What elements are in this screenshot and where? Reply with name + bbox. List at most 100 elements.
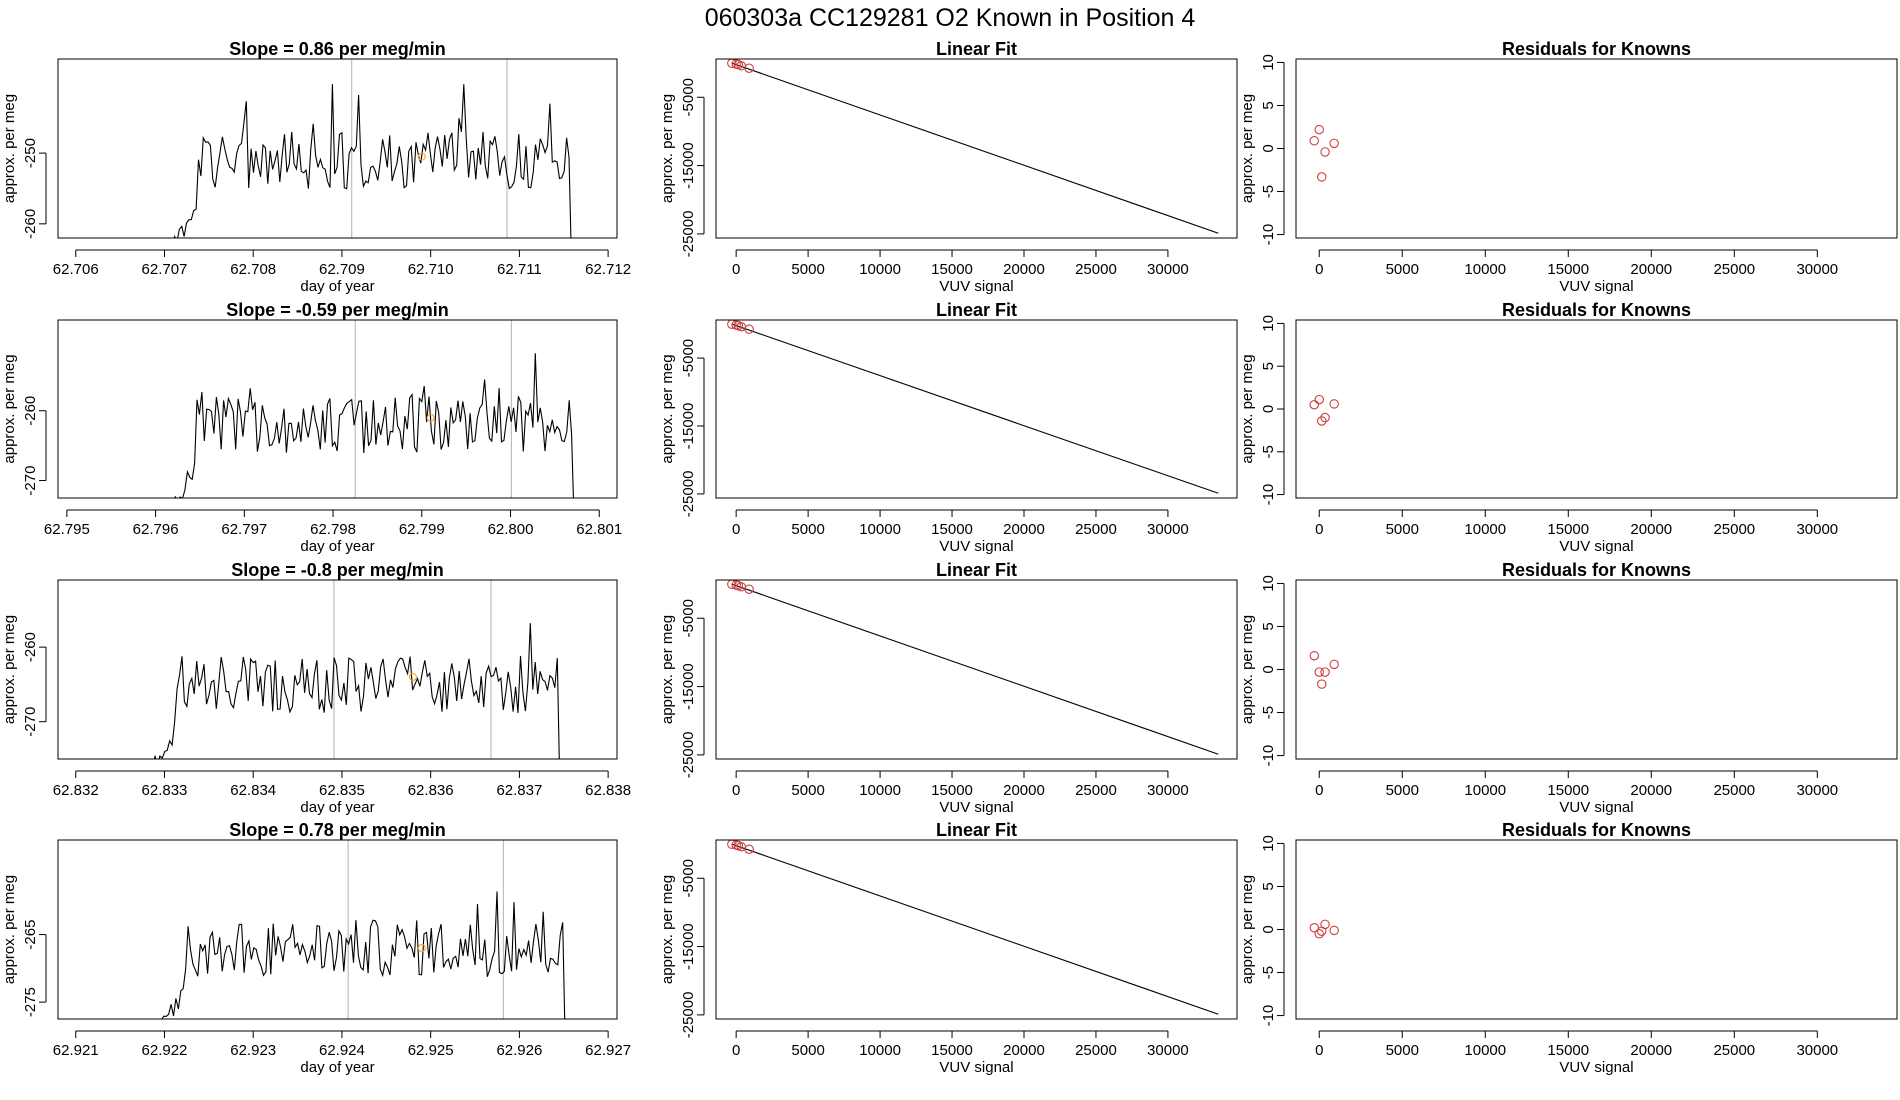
x-tick-label: 62.801 [576, 521, 622, 538]
y-tick-label: -270 [22, 707, 39, 737]
x-tick-label: 62.799 [399, 521, 445, 538]
x-tick-label: 62.795 [44, 521, 90, 538]
plot-data [173, 59, 572, 238]
data-point [1320, 412, 1330, 423]
x-tick-label: 62.800 [488, 521, 534, 538]
x-axis-label: VUV signal [939, 1059, 1013, 1076]
plot-frame [1295, 579, 1898, 760]
x-tick-label: 25000 [1713, 521, 1755, 538]
y-tick-label: -260 [22, 209, 39, 239]
panel-time-series-4: Slope = 0.78 per meg/min 62.921 62.922 62.9… [1, 820, 631, 1076]
x-tick-label: 20000 [1630, 1042, 1672, 1059]
y-axis-label: approx. per meg [659, 615, 676, 724]
x-axis-label: VUV signal [939, 278, 1013, 295]
x-tick-label: 30000 [1796, 521, 1838, 538]
panel-title: Linear Fit [936, 820, 1017, 840]
y-tick-label: -10 [1260, 745, 1277, 767]
x-tick-label: 62.833 [142, 782, 188, 799]
y-axis-label: approx. per meg [1239, 875, 1256, 984]
data-point [1316, 172, 1327, 182]
panel-linear-fit-4: Linear Fit 0 5000 10000 15000 20000 25000 30000… [659, 820, 1238, 1076]
y-tick-label: 0 [1260, 144, 1277, 152]
highlight-point [417, 152, 426, 161]
x-axis-label: day of year [300, 799, 374, 816]
y-tick-label: -15000 [680, 663, 697, 710]
y-axis-label: approx. per meg [1239, 354, 1256, 463]
time-series-line [161, 891, 566, 1019]
x-tick-label: 0 [1315, 261, 1323, 278]
plot-frame [57, 58, 618, 239]
x-tick-label: 20000 [1003, 1042, 1045, 1059]
x-tick-label: 20000 [1003, 261, 1045, 278]
x-tick-label: 62.797 [221, 521, 267, 538]
data-point [1329, 925, 1339, 936]
plot-data [153, 580, 560, 759]
x-tick-label: 0 [732, 782, 740, 799]
panel-title: Residuals for Knowns [1502, 560, 1691, 580]
data-point [1316, 416, 1327, 426]
panel-title: Slope = 0.86 per meg/min [229, 39, 446, 59]
panel-title: Linear Fit [936, 300, 1017, 320]
figure-title: 060303a CC129281 O2 Known in Position 4 [704, 4, 1196, 32]
y-tick-label: -5000 [680, 339, 697, 377]
y-tick-label: 10 [1260, 315, 1277, 332]
plot-frame [715, 579, 1238, 760]
x-tick-label: 15000 [1547, 782, 1589, 799]
y-tick-label: -10 [1260, 1005, 1277, 1027]
data-point [1309, 399, 1320, 410]
x-tick-label: 0 [1315, 521, 1323, 538]
data-point [744, 844, 754, 854]
x-tick-label: 10000 [1464, 261, 1506, 278]
x-tick-label: 25000 [1713, 782, 1755, 799]
plot-frame [1295, 319, 1898, 499]
x-tick-label: 0 [732, 521, 740, 538]
time-series-line [153, 623, 560, 759]
x-tick-label: 62.707 [142, 261, 188, 278]
x-axis-label: VUV signal [1559, 278, 1633, 295]
x-axis-label: VUV signal [1559, 799, 1633, 816]
x-tick-label: 15000 [931, 782, 973, 799]
data-point [1320, 147, 1330, 157]
x-tick-label: 5000 [791, 1042, 824, 1059]
x-tick-label: 30000 [1796, 782, 1838, 799]
y-axis-label: approx. per meg [1, 354, 18, 463]
x-tick-label: 25000 [1075, 1042, 1117, 1059]
plot-data [1309, 919, 1339, 939]
x-tick-label: 0 [1315, 782, 1323, 799]
y-tick-label: 5 [1260, 622, 1277, 630]
x-tick-label: 15000 [1547, 521, 1589, 538]
y-axis-label: approx. per meg [1, 615, 18, 724]
x-tick-label: 62.923 [230, 1042, 276, 1059]
y-tick-label: -5 [1260, 706, 1277, 719]
x-tick-label: 25000 [1075, 261, 1117, 278]
time-series-line [174, 353, 574, 498]
y-tick-label: -15000 [680, 923, 697, 970]
panel-time-series-1: Slope = 0.86 per meg/min 62.706 62.707 62.7… [1, 39, 631, 295]
fit-line [731, 62, 1219, 234]
plot-frame [1295, 58, 1898, 239]
x-tick-label: 62.835 [319, 782, 365, 799]
plot-frame [715, 58, 1238, 239]
x-tick-label: 30000 [1147, 521, 1189, 538]
x-tick-label: 62.832 [53, 782, 99, 799]
plot-frame [715, 319, 1238, 499]
y-tick-label: 10 [1260, 575, 1277, 592]
x-tick-label: 10000 [859, 261, 901, 278]
x-axis-label: day of year [300, 278, 374, 295]
x-tick-label: 5000 [1386, 782, 1419, 799]
x-tick-label: 25000 [1075, 782, 1117, 799]
x-tick-label: 0 [1315, 1042, 1323, 1059]
y-tick-label: 10 [1260, 54, 1277, 71]
panel-time-series-2: Slope = -0.59 per meg/min 62.795 62.796 62.… [1, 300, 622, 555]
x-tick-label: 5000 [1386, 261, 1419, 278]
y-tick-label: -10 [1260, 224, 1277, 246]
highlight-point [426, 413, 435, 422]
fit-line [731, 323, 1219, 494]
data-point [1314, 124, 1324, 135]
x-tick-label: 10000 [859, 782, 901, 799]
panel-title: Slope = -0.8 per meg/min [231, 560, 444, 580]
y-tick-label: 0 [1260, 925, 1277, 933]
x-axis-label: VUV signal [1559, 538, 1633, 555]
y-tick-label: -10 [1260, 484, 1277, 506]
